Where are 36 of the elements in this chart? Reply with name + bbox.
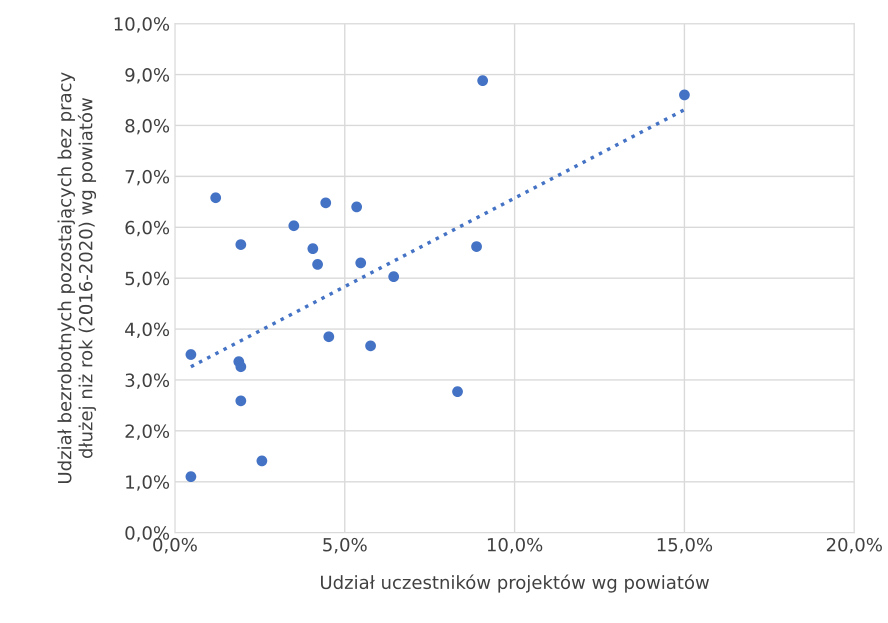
y-tick-label: 3,0% [126, 373, 170, 389]
point [312, 259, 323, 270]
point [186, 349, 196, 360]
x-tick-label: 10,0% [488, 538, 542, 554]
point [307, 243, 318, 254]
point [388, 271, 400, 282]
x-tick-label: 15,0% [658, 538, 712, 554]
x-axis-title: Udział uczestników projektów wg powiatów [321, 574, 709, 593]
x-tick-label: 20,0% [826, 538, 882, 554]
point [323, 331, 334, 342]
point [235, 361, 246, 372]
point [365, 340, 376, 352]
point [452, 386, 463, 398]
point [256, 456, 268, 466]
point [679, 90, 690, 100]
point [288, 220, 300, 232]
point [320, 197, 332, 208]
y-tick-label: 8,0% [125, 118, 170, 134]
point [471, 241, 482, 252]
y-tick-label: 6,0% [125, 220, 170, 236]
point [210, 192, 222, 204]
point [186, 471, 196, 482]
y-tick-label: 2,0% [126, 424, 170, 440]
y-tick-label: 4,0% [125, 322, 170, 338]
x-tick-label: 5,0% [323, 538, 367, 554]
point [355, 258, 366, 268]
point [477, 75, 488, 86]
point [351, 202, 362, 212]
y-tick-label: 5,0% [126, 272, 170, 288]
y-tick-label: 10,0% [114, 17, 170, 33]
y-tick-label: 1,0% [126, 475, 170, 491]
y-axis-title: Udział bezrobotnych pozostających bez pracy dłużej niż rok (2016-2020) wg powiatów [57, 72, 96, 483]
point [235, 395, 246, 406]
point [235, 239, 246, 250]
y-tick-label: 9,0% [125, 68, 170, 84]
y-tick-label: 7,0% [126, 170, 170, 186]
